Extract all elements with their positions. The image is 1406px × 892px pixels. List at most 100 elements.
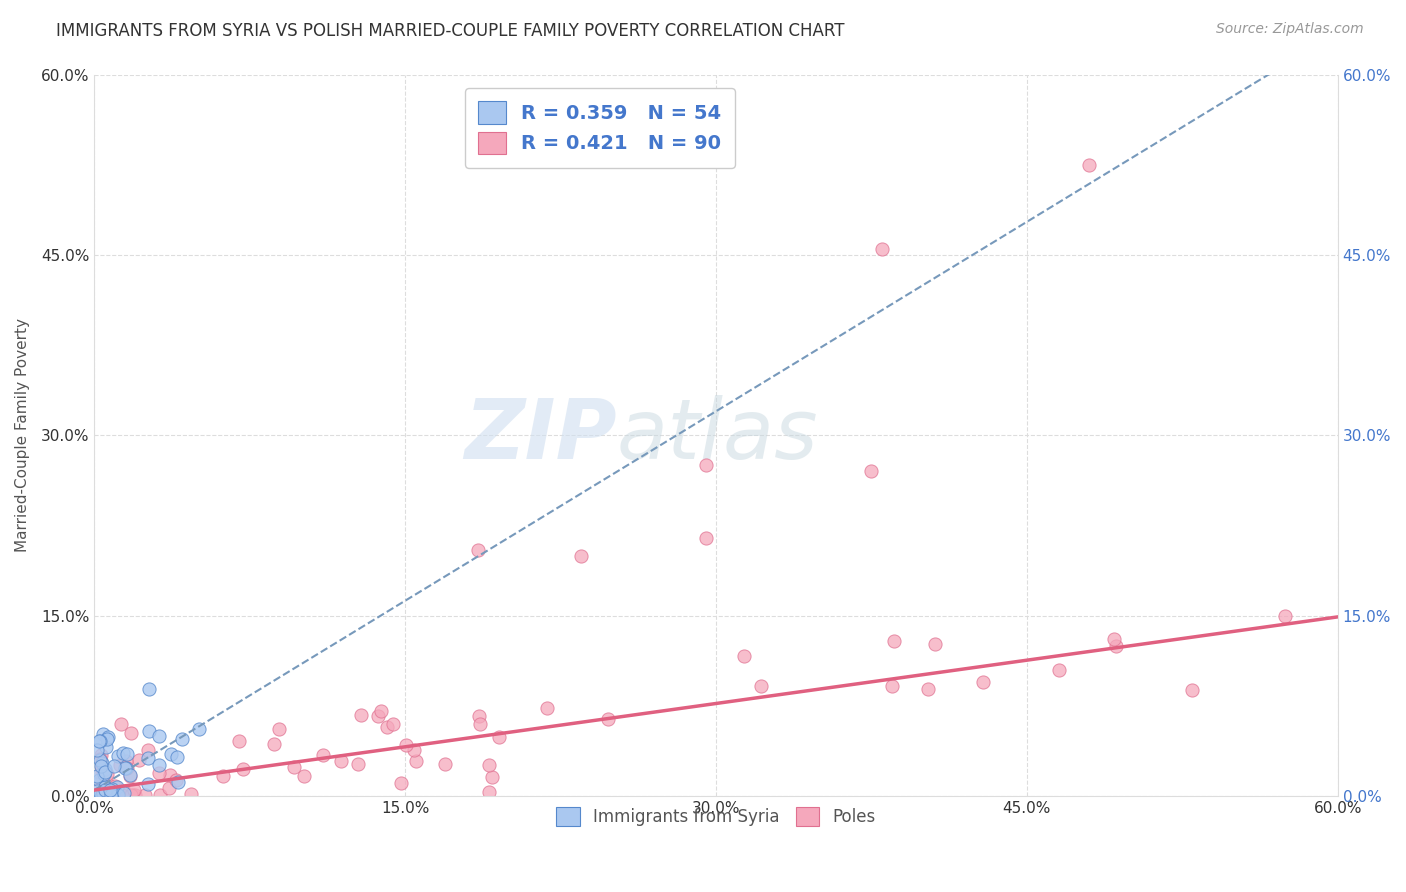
Point bbox=[115, 747, 138, 761]
Point bbox=[596, 712, 619, 726]
Point bbox=[883, 634, 905, 648]
Point bbox=[100, 784, 122, 798]
Point bbox=[170, 731, 193, 746]
Legend: Immigrants from Syria, Poles: Immigrants from Syria, Poles bbox=[548, 798, 884, 835]
Point bbox=[228, 733, 250, 747]
Point bbox=[86, 743, 108, 757]
Point bbox=[93, 782, 115, 797]
Point bbox=[112, 786, 135, 800]
Point bbox=[90, 747, 112, 762]
Point bbox=[695, 458, 717, 473]
Point bbox=[120, 788, 142, 802]
Y-axis label: Married-Couple Family Poverty: Married-Couple Family Poverty bbox=[15, 318, 30, 552]
Point bbox=[86, 777, 108, 791]
Point bbox=[860, 464, 883, 478]
Text: ZIP: ZIP bbox=[464, 395, 617, 475]
Point bbox=[148, 765, 170, 780]
Point bbox=[917, 682, 939, 697]
Point bbox=[98, 783, 121, 797]
Point bbox=[89, 752, 111, 766]
Point bbox=[157, 780, 180, 795]
Point bbox=[93, 767, 115, 781]
Point bbox=[433, 756, 456, 771]
Point bbox=[187, 722, 209, 736]
Point bbox=[91, 788, 114, 802]
Text: Source: ZipAtlas.com: Source: ZipAtlas.com bbox=[1216, 22, 1364, 37]
Point bbox=[467, 542, 489, 557]
Point bbox=[114, 788, 136, 802]
Point bbox=[148, 758, 170, 772]
Point bbox=[402, 742, 425, 756]
Point bbox=[86, 788, 108, 802]
Point bbox=[100, 781, 122, 796]
Point bbox=[751, 679, 773, 693]
Point bbox=[107, 780, 129, 794]
Point bbox=[148, 729, 170, 743]
Point bbox=[86, 784, 108, 798]
Point bbox=[924, 637, 946, 651]
Point bbox=[136, 743, 159, 757]
Point bbox=[94, 762, 117, 776]
Point bbox=[167, 775, 190, 789]
Point bbox=[86, 788, 108, 802]
Point bbox=[350, 707, 373, 722]
Point bbox=[120, 768, 142, 782]
Point bbox=[96, 773, 118, 788]
Point bbox=[87, 764, 110, 779]
Point bbox=[375, 720, 398, 734]
Point bbox=[159, 768, 181, 782]
Point bbox=[107, 749, 129, 764]
Point bbox=[91, 727, 114, 741]
Point bbox=[136, 776, 159, 790]
Point bbox=[107, 788, 129, 802]
Point bbox=[134, 788, 156, 802]
Point bbox=[1105, 639, 1128, 653]
Point bbox=[391, 775, 413, 789]
Point bbox=[93, 788, 115, 802]
Point bbox=[97, 730, 120, 744]
Point bbox=[180, 788, 202, 802]
Point bbox=[94, 765, 117, 780]
Point bbox=[100, 788, 122, 802]
Point bbox=[1078, 158, 1101, 172]
Point bbox=[347, 756, 370, 771]
Point bbox=[166, 750, 188, 764]
Point bbox=[283, 760, 305, 774]
Point bbox=[96, 767, 118, 781]
Point bbox=[120, 769, 142, 783]
Point bbox=[96, 788, 118, 802]
Point bbox=[382, 717, 405, 731]
Point bbox=[98, 782, 121, 797]
Point bbox=[467, 709, 489, 723]
Point bbox=[90, 763, 112, 777]
Point bbox=[87, 734, 110, 748]
Point bbox=[96, 732, 118, 747]
Point bbox=[101, 788, 124, 802]
Point bbox=[91, 756, 114, 771]
Point bbox=[395, 738, 418, 752]
Point bbox=[108, 757, 131, 772]
Point bbox=[263, 737, 285, 751]
Point bbox=[101, 788, 124, 802]
Point bbox=[1102, 632, 1125, 646]
Point bbox=[115, 754, 138, 768]
Text: atlas: atlas bbox=[617, 395, 818, 475]
Point bbox=[478, 785, 501, 799]
Point bbox=[101, 788, 124, 802]
Point bbox=[569, 549, 592, 563]
Point bbox=[94, 780, 117, 794]
Point bbox=[488, 730, 510, 744]
Point bbox=[94, 740, 117, 755]
Point bbox=[292, 769, 315, 783]
Text: IMMIGRANTS FROM SYRIA VS POLISH MARRIED-COUPLE FAMILY POVERTY CORRELATION CHART: IMMIGRANTS FROM SYRIA VS POLISH MARRIED-… bbox=[56, 22, 845, 40]
Point bbox=[97, 788, 120, 802]
Point bbox=[115, 761, 138, 775]
Point bbox=[120, 725, 142, 739]
Point bbox=[101, 788, 124, 802]
Point bbox=[87, 788, 110, 802]
Point bbox=[211, 769, 233, 783]
Point bbox=[536, 701, 558, 715]
Point bbox=[478, 758, 501, 772]
Point bbox=[695, 531, 717, 545]
Point bbox=[972, 674, 994, 689]
